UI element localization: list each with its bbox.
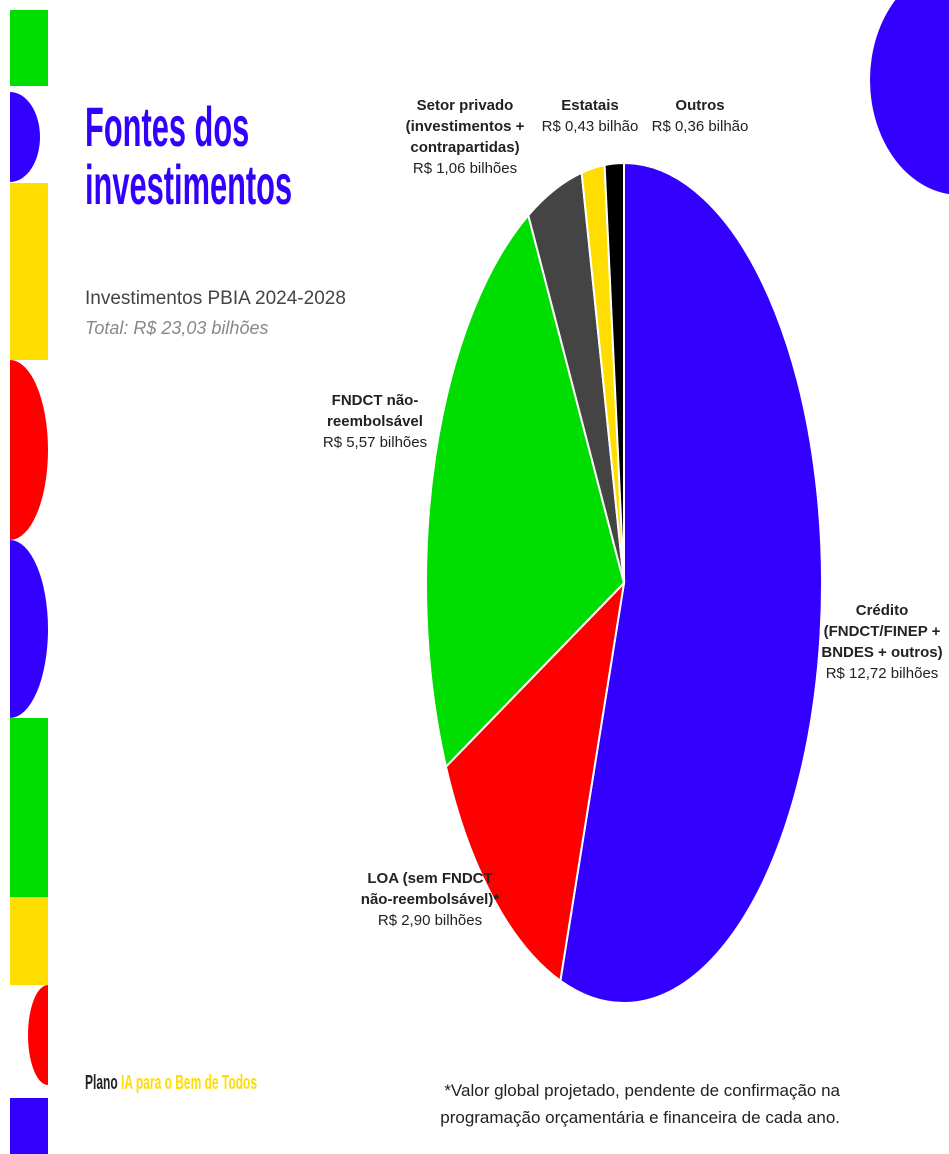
value-label: R$ 2,90 bilhões: [378, 912, 482, 929]
value-label: R$ 0,36 bilhão: [652, 118, 749, 135]
value-label: R$ 12,72 bilhões: [826, 665, 939, 682]
category-name: Crédito (FNDCT/FINEP + BNDES + outros): [812, 600, 949, 663]
category-name: FNDCT não-reembolsável: [300, 390, 450, 432]
category-name: Outros: [640, 95, 760, 116]
value-label: R$ 0,43 bilhão: [542, 118, 639, 135]
brand: Plano IA para o Bem de Todos: [85, 1072, 257, 1095]
brand-prefix: Plano: [85, 1072, 118, 1094]
page: Fontes dos investimentos Investimentos P…: [0, 0, 949, 1154]
slice-label: Setor privado (investimentos + contrapar…: [390, 95, 540, 179]
brand-name: IA para o Bem de Todos: [121, 1072, 257, 1094]
title: Fontes dos investimentos: [85, 98, 316, 214]
slice-label: LOA (sem FNDCT não-reembolsável)* R$ 2,90…: [355, 868, 505, 931]
slice-label: Estatais R$ 0,43 bilhão: [530, 95, 650, 137]
footnote: *Valor global projetado, pendente de con…: [350, 1077, 840, 1131]
value-label: R$ 1,06 bilhões: [413, 160, 517, 177]
total: Total: R$ 23,03 bilhões: [85, 318, 268, 339]
value-label: R$ 5,57 bilhões: [323, 434, 427, 451]
category-name: Estatais: [530, 95, 650, 116]
category-name: Setor privado (investimentos + contrapar…: [390, 95, 540, 158]
subtitle: Investimentos PBIA 2024-2028: [85, 288, 346, 310]
slice-label: Outros R$ 0,36 bilhão: [640, 95, 760, 137]
slice-label: FNDCT não-reembolsável R$ 5,57 bilhões: [300, 390, 450, 453]
category-name: LOA (sem FNDCT não-reembolsável)*: [355, 868, 505, 910]
slice-label: Crédito (FNDCT/FINEP + BNDES + outros) R$…: [812, 600, 949, 684]
